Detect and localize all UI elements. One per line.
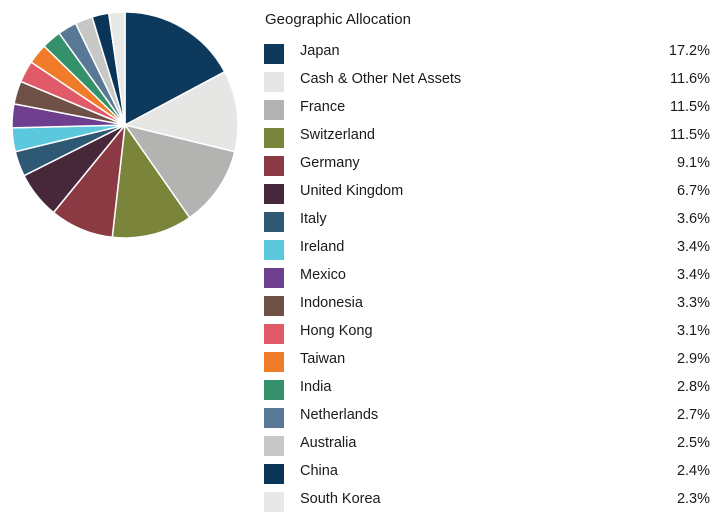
legend-item: Japan 17.2% bbox=[264, 41, 710, 69]
legend-item: Netherlands 2.7% bbox=[264, 405, 710, 433]
legend-value: 17.2% bbox=[668, 43, 710, 59]
legend-item: South Korea 2.3% bbox=[264, 489, 710, 517]
legend-label: Switzerland bbox=[300, 127, 375, 143]
legend-item: Australia 2.5% bbox=[264, 433, 710, 461]
legend-label: Taiwan bbox=[300, 351, 346, 367]
legend-item: France 11.5% bbox=[264, 97, 710, 125]
legend-value: 11.5% bbox=[669, 99, 710, 115]
legend-item: Hong Kong 3.1% bbox=[264, 321, 710, 349]
legend-swatch bbox=[264, 436, 284, 456]
legend-label: India bbox=[300, 379, 332, 395]
legend-swatch bbox=[264, 408, 284, 428]
legend-value: 11.6% bbox=[669, 71, 710, 87]
pie-slice bbox=[111, 122, 191, 239]
legend-swatch bbox=[264, 156, 284, 176]
legend-label: Ireland bbox=[300, 239, 345, 255]
legend-swatch bbox=[264, 100, 284, 120]
legend-swatch bbox=[264, 268, 284, 288]
legend-label: Italy bbox=[300, 211, 327, 227]
legend-value: 6.7% bbox=[676, 183, 710, 199]
legend-swatch bbox=[264, 464, 284, 484]
legend-item: Mexico 3.4% bbox=[264, 265, 710, 293]
legend-swatch bbox=[264, 380, 284, 400]
legend-value: 3.4% bbox=[676, 267, 710, 283]
legend-value: 2.8% bbox=[676, 379, 710, 395]
legend-value: 2.7% bbox=[676, 407, 710, 423]
legend-value: 3.6% bbox=[676, 211, 710, 227]
legend-label: France bbox=[300, 99, 346, 115]
legend-label: Germany bbox=[300, 155, 360, 171]
legend-label: South Korea bbox=[300, 491, 381, 507]
pie-slice bbox=[124, 11, 226, 127]
legend-swatch bbox=[264, 184, 284, 204]
legend-swatch bbox=[264, 212, 284, 232]
legend-label: Australia bbox=[300, 435, 357, 451]
legend-swatch bbox=[264, 324, 284, 344]
legend-item: Ireland 3.4% bbox=[264, 237, 710, 265]
legend-item: Germany 9.1% bbox=[264, 153, 710, 181]
legend-value: 9.1% bbox=[676, 155, 710, 171]
pie-chart bbox=[11, 11, 239, 239]
legend-item: Indonesia 3.3% bbox=[264, 293, 710, 321]
legend-value: 3.1% bbox=[676, 323, 710, 339]
legend-label: Hong Kong bbox=[300, 323, 373, 339]
legend-item: Taiwan 2.9% bbox=[264, 349, 710, 377]
legend-title: Geographic Allocation bbox=[265, 11, 411, 28]
legend-swatch bbox=[264, 492, 284, 512]
legend-value: 11.5% bbox=[669, 127, 710, 143]
pie-slice bbox=[123, 123, 236, 219]
legend-item: Italy 3.6% bbox=[264, 209, 710, 237]
legend-swatch bbox=[264, 44, 284, 64]
legend-label: Netherlands bbox=[300, 407, 379, 423]
legend-label: Japan bbox=[300, 43, 340, 59]
legend-swatch bbox=[264, 296, 284, 316]
legend-value: 2.9% bbox=[676, 351, 710, 367]
legend-label: United Kingdom bbox=[300, 183, 404, 199]
legend-item: United Kingdom 6.7% bbox=[264, 181, 710, 209]
legend-label: Cash & Other Net Assets bbox=[300, 71, 462, 87]
legend-swatch bbox=[264, 352, 284, 372]
legend-value: 2.4% bbox=[676, 463, 710, 479]
legend-swatch bbox=[264, 240, 284, 260]
legend-item: Cash & Other Net Assets 11.6% bbox=[264, 69, 710, 97]
legend-swatch bbox=[264, 72, 284, 92]
legend-value: 2.5% bbox=[676, 435, 710, 451]
legend-label: China bbox=[300, 463, 338, 479]
pie-slice bbox=[107, 11, 126, 126]
legend-label: Indonesia bbox=[300, 295, 363, 311]
legend-item: India 2.8% bbox=[264, 377, 710, 405]
legend-swatch bbox=[264, 128, 284, 148]
legend-value: 2.3% bbox=[676, 491, 710, 507]
legend-value: 3.4% bbox=[676, 239, 710, 255]
legend: Japan 17.2% Cash & Other Net Assets 11.6% Fr… bbox=[264, 41, 710, 517]
legend-item: Switzerland 11.5% bbox=[264, 125, 710, 153]
legend-value: 3.3% bbox=[676, 295, 710, 311]
legend-label: Mexico bbox=[300, 267, 346, 283]
legend-item: China 2.4% bbox=[264, 461, 710, 489]
